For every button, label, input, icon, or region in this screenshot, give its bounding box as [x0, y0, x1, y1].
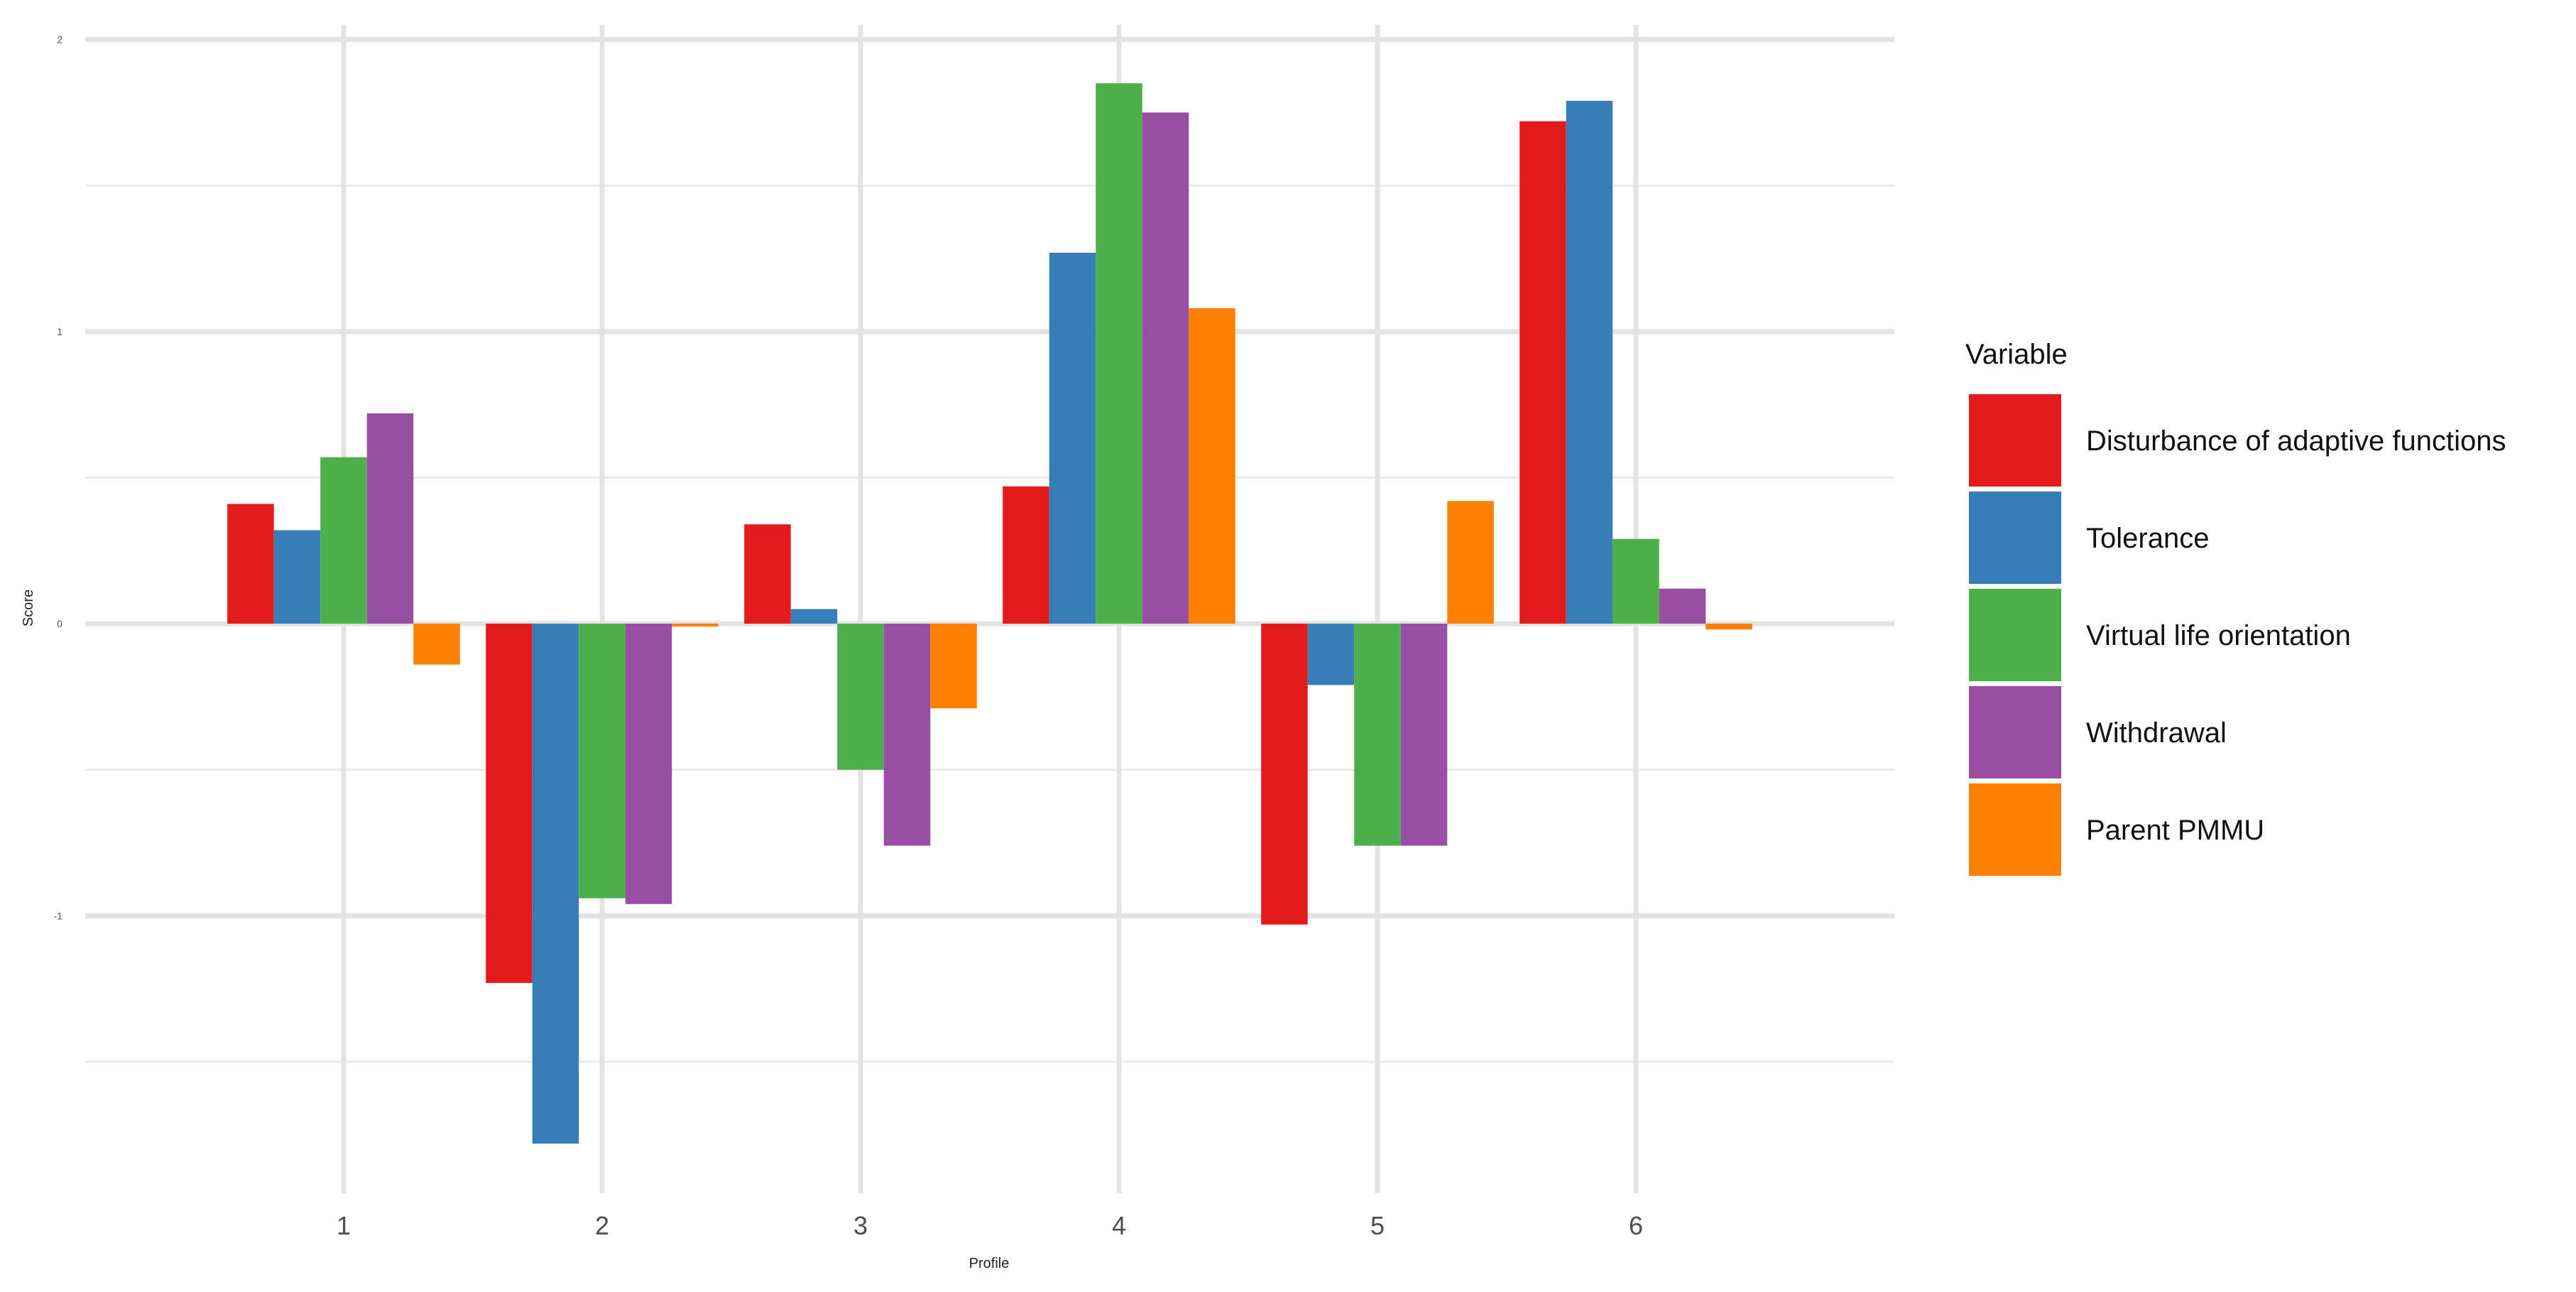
- bar: [883, 624, 931, 846]
- legend-label: Disturbance of adaptive functions: [2086, 425, 2506, 457]
- axis-layer: -1 0 1 2 1 2 3 4 5 6: [54, 34, 1643, 1240]
- bar: [320, 457, 367, 624]
- bar: [1566, 100, 1613, 624]
- y-tick-label: 0: [57, 618, 62, 629]
- legend-key: [1969, 394, 2061, 487]
- bar: [273, 530, 321, 624]
- legend-label: Parent PMMU: [2086, 815, 2264, 846]
- bar: [930, 624, 977, 709]
- bar: [1096, 83, 1142, 624]
- bar: [1307, 624, 1355, 685]
- bar: [1142, 112, 1189, 624]
- bar: [790, 609, 838, 624]
- bar: [1400, 624, 1448, 846]
- legend-label: Virtual life orientation: [2086, 620, 2351, 651]
- legend: Variable Disturbance of adaptive functio…: [1965, 339, 2506, 876]
- bar: [366, 413, 414, 624]
- x-tick-label: 2: [595, 1211, 609, 1240]
- bar: [1354, 624, 1401, 846]
- x-tick-label: 4: [1112, 1211, 1126, 1240]
- legend-key: [1969, 686, 2061, 778]
- bar: [625, 624, 672, 904]
- x-tick-label: 5: [1370, 1211, 1385, 1240]
- bar: [1003, 486, 1049, 624]
- x-tick-label: 6: [1629, 1211, 1643, 1240]
- bar: [1189, 308, 1235, 624]
- y-tick-label: 2: [57, 34, 62, 45]
- bar: [227, 504, 274, 624]
- y-tick-label: -1: [54, 910, 63, 921]
- x-tick-label: 3: [853, 1211, 868, 1240]
- bar: [1519, 121, 1566, 624]
- bar: [413, 624, 460, 665]
- bar: [1705, 624, 1752, 630]
- bar: [1049, 252, 1096, 624]
- x-axis-title: Profile: [969, 1256, 1010, 1271]
- legend-label: Withdrawal: [2086, 717, 2227, 749]
- legend-title: Variable: [1965, 339, 2068, 370]
- y-tick-label: 1: [57, 326, 62, 337]
- legend-items: Disturbance of adaptive functions Toleran…: [1969, 394, 2506, 876]
- bar: [1261, 624, 1308, 925]
- bar: [486, 624, 533, 983]
- bar: [744, 524, 791, 624]
- x-tick-label: 1: [337, 1211, 351, 1240]
- legend-key: [1969, 783, 2061, 876]
- bar: [579, 624, 626, 899]
- bars-layer: [227, 83, 1752, 1144]
- bar: [532, 624, 579, 1144]
- legend-key: [1969, 589, 2061, 681]
- bar: [1612, 538, 1659, 624]
- bar: [1447, 501, 1494, 624]
- bar: [672, 624, 719, 627]
- legend-label: Tolerance: [2086, 523, 2209, 554]
- bar: [837, 624, 884, 770]
- legend-key: [1969, 492, 2061, 584]
- bar: [1659, 588, 1706, 624]
- y-axis-title: Score: [21, 590, 36, 626]
